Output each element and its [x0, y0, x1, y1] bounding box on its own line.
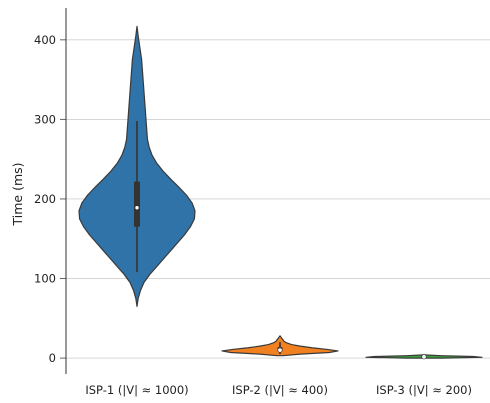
violin-median-point: [421, 354, 427, 360]
y-tick-label: 300: [34, 112, 56, 126]
x-tick-label: ISP-3 (|V| ≈ 200): [376, 383, 472, 397]
violin-iqr-box: [134, 181, 140, 227]
y-tick-label: 0: [49, 351, 56, 365]
y-tick-label: 100: [34, 272, 56, 286]
x-tick-label: ISP-1 (|V| ≈ 1000): [85, 383, 188, 397]
box-layer: [134, 120, 427, 360]
axis-layer: 0 100 200 300 400 ISP-1 (|V| ≈ 1000) ISP-2 (|V…: [34, 8, 472, 397]
y-tick-label: 400: [34, 33, 56, 47]
violin-median-point: [277, 347, 283, 353]
y-axis-title: Time (ms): [10, 162, 25, 226]
violin-median-point: [134, 205, 140, 211]
x-tick-label: ISP-2 (|V| ≈ 400): [232, 383, 328, 397]
y-tick-label: 200: [34, 192, 56, 206]
